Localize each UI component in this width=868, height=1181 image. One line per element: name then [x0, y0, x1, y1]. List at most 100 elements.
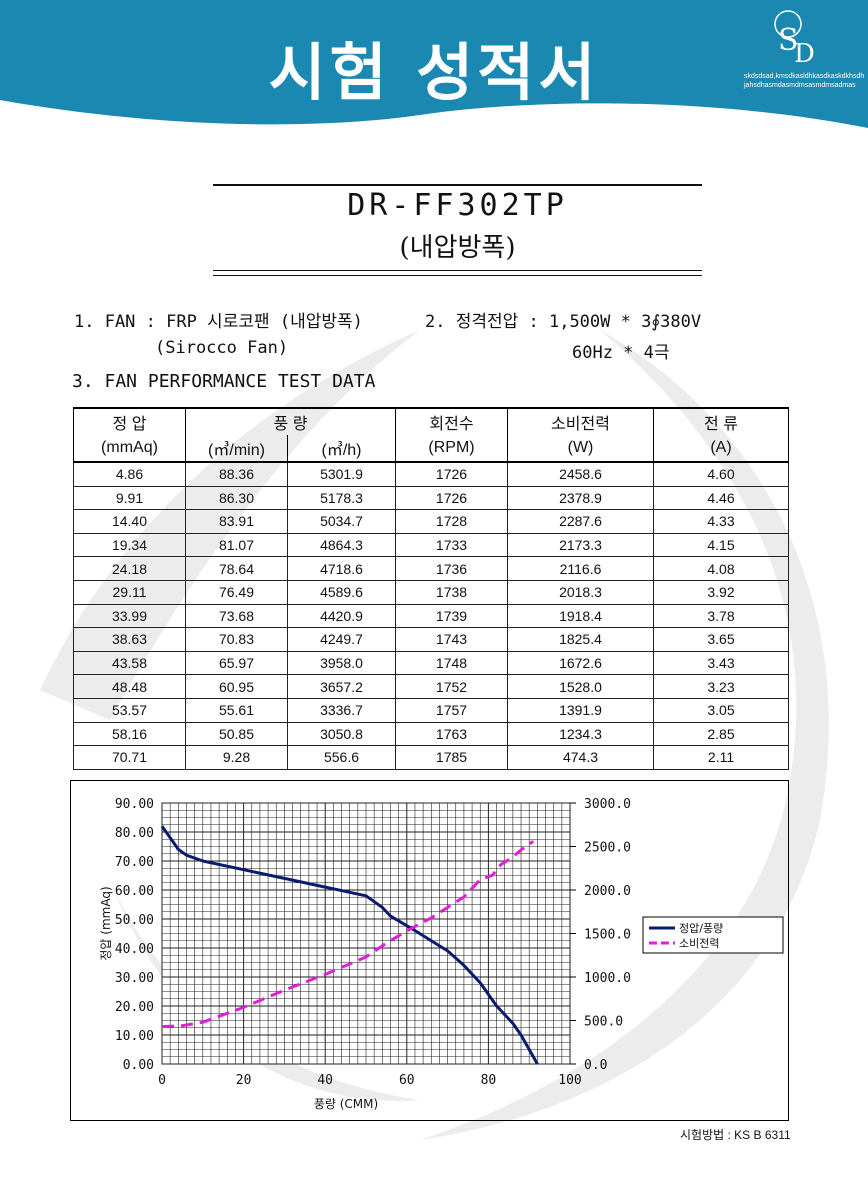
model-subtitle: (내압방폭) [399, 233, 516, 263]
table-row: 43.58 65.97 3958.0 1748 1672.6 3.43 [73, 650, 789, 676]
cell-current: 4.33 [653, 509, 789, 534]
cell-current: 3.43 [653, 650, 789, 676]
cell-airflow-min: 83.91 [185, 509, 288, 534]
cell-rpm: 1785 [395, 745, 508, 770]
unit-w: (W) [507, 435, 654, 463]
cell-power: 1391.9 [507, 697, 654, 723]
cell-rpm: 1757 [395, 697, 508, 723]
cell-airflow-min: 88.36 [185, 461, 288, 487]
cell-rpm: 1743 [395, 627, 508, 652]
series-line-1 [161, 840, 535, 1029]
y-axis-title: 정압 (mmAq) [99, 886, 113, 960]
header-rpm: 회전수 [395, 407, 508, 435]
table-row: 33.99 73.68 4420.9 1739 1918.4 3.78 [73, 603, 789, 629]
y2-tick-label: 2000.0 [584, 884, 631, 899]
cell-airflow-hour: 5034.7 [287, 509, 396, 534]
y-tick-label: 10.00 [115, 1029, 154, 1044]
cell-power: 2018.3 [507, 579, 654, 605]
cell-current: 4.15 [653, 532, 789, 558]
table-row: 58.16 50.85 3050.8 1763 1234.3 2.85 [73, 721, 789, 747]
cell-airflow-hour: 4718.6 [287, 556, 396, 581]
cell-power: 2173.3 [507, 532, 654, 558]
cell-power: 1234.3 [507, 721, 654, 747]
unit-a: (A) [653, 435, 789, 463]
table-row: 9.91 86.30 5178.3 1726 2378.9 4.46 [73, 485, 789, 511]
unit-m3-h: (㎥/h) [287, 435, 396, 463]
cell-airflow-min: 55.61 [185, 697, 288, 723]
cell-rpm: 1733 [395, 532, 508, 558]
cell-airflow-hour: 5301.9 [287, 461, 396, 487]
table-row: 24.18 78.64 4718.6 1736 2116.6 4.08 [73, 556, 789, 581]
cell-airflow-hour: 556.6 [287, 745, 396, 770]
header-airflow: 풍 량 [185, 407, 396, 435]
cell-current: 3.23 [653, 674, 789, 699]
header-band [0, 0, 868, 128]
cell-power: 1825.4 [507, 627, 654, 652]
cell-current: 4.08 [653, 556, 789, 581]
section-title: 3. FAN PERFORMANCE TEST DATA [72, 371, 376, 392]
cell-airflow-min: 50.85 [185, 721, 288, 747]
cell-rpm: 1752 [395, 674, 508, 699]
cell-rpm: 1726 [395, 485, 508, 511]
y-tick-label: 70.00 [115, 855, 154, 870]
cell-static-pressure: 48.48 [73, 674, 186, 699]
unit-m3-min: (㎥/min) [185, 435, 288, 463]
cell-airflow-min: 9.28 [185, 745, 288, 770]
cell-airflow-min: 86.30 [185, 485, 288, 511]
x-tick-label: 20 [236, 1073, 252, 1088]
cell-power: 1918.4 [507, 603, 654, 629]
cell-airflow-hour: 3050.8 [287, 721, 396, 747]
cell-rpm: 1736 [395, 556, 508, 581]
cell-airflow-min: 81.07 [185, 532, 288, 558]
y-tick-label: 80.00 [115, 826, 154, 841]
logo-letter-d: D [794, 39, 815, 69]
cell-airflow-hour: 4249.7 [287, 627, 396, 652]
cell-current: 3.92 [653, 579, 789, 605]
table-row: 29.11 76.49 4589.6 1738 2018.3 3.92 [73, 579, 789, 605]
legend-label-1: 소비전력 [679, 937, 719, 950]
cell-power: 1672.6 [507, 650, 654, 676]
y2-tick-label: 0.0 [584, 1058, 607, 1073]
y-tick-label: 90.00 [115, 797, 154, 812]
voltage-spec: 2. 정격전압 : 1,500W * 3∮380V [425, 312, 702, 332]
cell-static-pressure: 33.99 [73, 603, 186, 629]
cell-rpm: 1739 [395, 603, 508, 629]
cell-airflow-hour: 3958.0 [287, 650, 396, 676]
header-current: 전 류 [653, 407, 789, 435]
cell-rpm: 1748 [395, 650, 508, 676]
voltage-spec-sub: 60Hz * 4극 [572, 343, 670, 363]
logo-subtext: skdsdsad,kmsdkasldhkasdkaskdkhsdh jahsdh… [744, 72, 868, 90]
y2-tick-label: 1500.0 [584, 928, 631, 943]
cell-current: 3.65 [653, 627, 789, 652]
chart-svg: 0.0010.0020.0030.0040.0050.0060.0070.008… [99, 797, 784, 1111]
cell-power: 1528.0 [507, 674, 654, 699]
cell-airflow-min: 73.68 [185, 603, 288, 629]
performance-chart: 0.00 10.00 20.00 30.00 40.00 50.00 60.00 70.00 8… [70, 780, 789, 1121]
x-tick-label: 40 [317, 1073, 333, 1088]
cell-static-pressure: 43.58 [73, 650, 186, 676]
document-title: 시험 성적서 [268, 36, 600, 109]
model-top-rule [213, 184, 702, 186]
x-tick-label: 0 [158, 1073, 166, 1088]
cell-static-pressure: 24.18 [73, 556, 186, 581]
cell-current: 3.78 [653, 603, 789, 629]
header-static-pressure: 정 압 [73, 407, 186, 435]
unit-rpm: (RPM) [395, 435, 508, 463]
cell-airflow-hour: 3657.2 [287, 674, 396, 699]
y-tick-label: 40.00 [115, 942, 154, 957]
cell-static-pressure: 19.34 [73, 532, 186, 558]
y2-tick-label: 2500.0 [584, 841, 631, 856]
cell-airflow-min: 76.49 [185, 579, 288, 605]
table-header-row-1: 정 압 풍 량 회전수 소비전력 전 류 [73, 407, 789, 435]
table-header-row-2: (mmAq) (㎥/min) (㎥/h) (RPM) (W) (A) [73, 435, 789, 463]
cell-static-pressure: 4.86 [73, 461, 186, 487]
cell-rpm: 1763 [395, 721, 508, 747]
y-tick-label: 20.00 [115, 1000, 154, 1015]
fan-spec: 1. FAN : FRP 시로코팬 (내압방폭) [74, 312, 363, 332]
chart-legend [642, 916, 784, 954]
cell-current: 3.05 [653, 697, 789, 723]
table-body: 4.86 88.36 5301.9 1726 2458.6 4.60 9.91 86.30 51… [73, 461, 789, 770]
cell-rpm: 1738 [395, 579, 508, 605]
cell-power: 2287.6 [507, 509, 654, 534]
y-tick-label: 60.00 [115, 884, 154, 899]
